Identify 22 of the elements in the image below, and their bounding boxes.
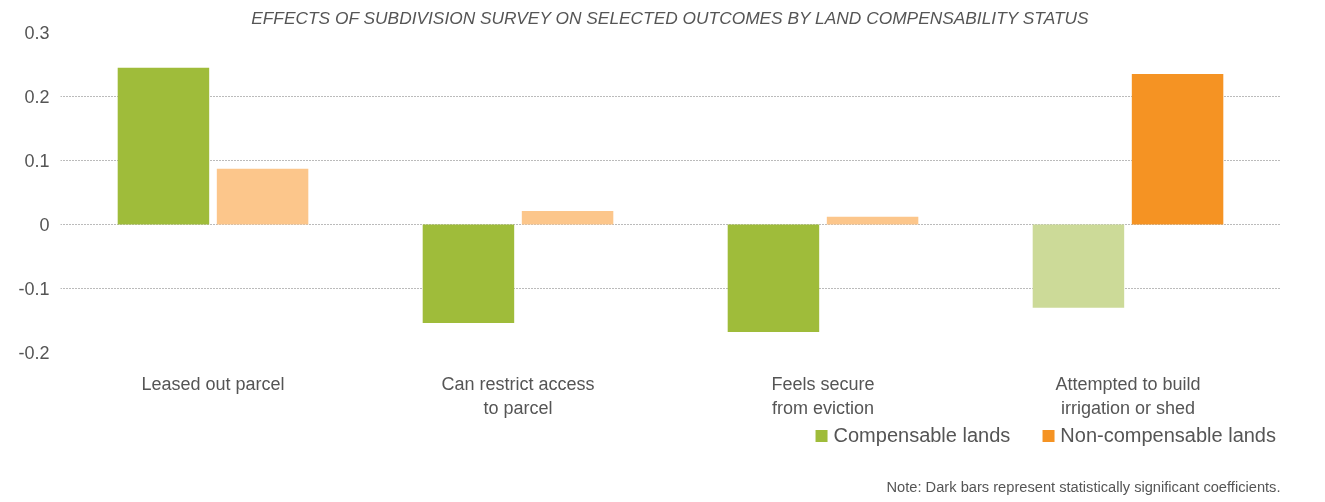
legend-label: Non-compensable lands [1060,424,1276,447]
bar [422,224,515,324]
x-tick-label: Feels secure from eviction [771,373,875,418]
bar [521,211,614,225]
x-tick-label: Can restrict access to parcel [441,373,595,418]
bar [826,216,919,225]
x-tick-label: Attempted to build irrigation or shed [1055,373,1201,418]
bar [1032,224,1125,308]
bar [1131,74,1224,225]
y-tick-label: 0 [39,215,50,235]
legend-label: Compensable lands [833,424,1011,447]
chart-title: EFFECTS OF SUBDIVISION SURVEY ON SELECTED OUTCOMES BY LAND COMPENSABILITY STATUS [251,7,1090,28]
y-tick-label: 0.1 [24,151,50,171]
y-tick-label: 0.3 [24,23,50,43]
bar [727,224,820,333]
x-tick-label: Leased out parcel [141,373,285,394]
y-tick-label: 0.2 [24,87,50,107]
bar [117,67,210,225]
bar [216,168,309,225]
y-tick-label: -0.1 [18,279,50,299]
y-tick-label: -0.2 [18,343,50,363]
text: Note: Dark bars represent statistically significant coefficients. [886,478,1281,495]
